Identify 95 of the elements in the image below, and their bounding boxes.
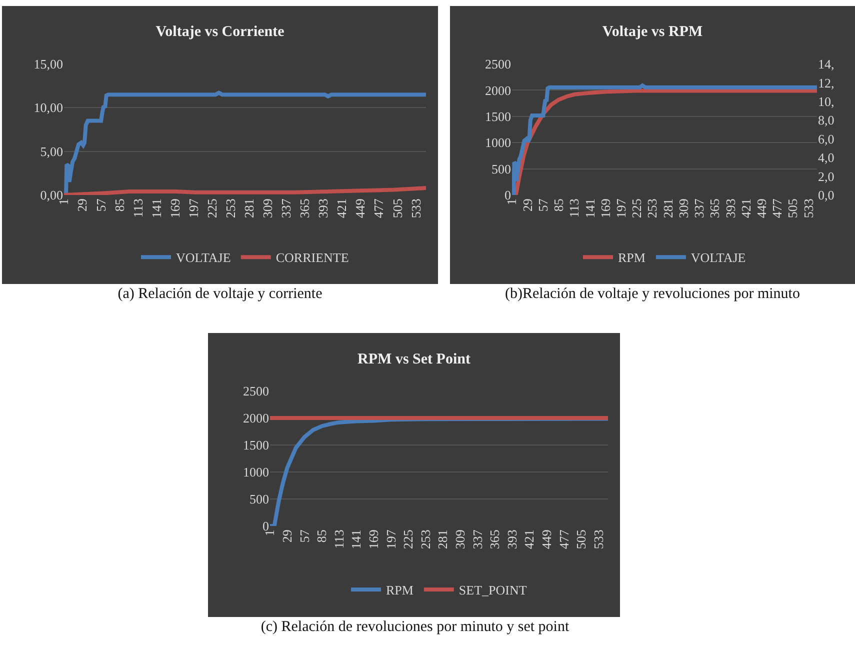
y-tick-label: 2000 [485,82,511,98]
y2-tick-label: 14, [818,56,834,72]
x-tick-label: 113 [566,198,582,218]
x-tick-label: 29 [280,530,295,543]
x-tick-label: 253 [222,198,238,218]
x-tick-label: 337 [278,198,294,218]
x-tick-label: 449 [754,198,770,218]
x-tick-label: 197 [614,198,629,218]
line-series [64,90,426,195]
x-tick-label: 85 [551,198,566,212]
x-tick-label: 197 [186,198,201,218]
x-tick-label: 253 [418,530,433,550]
text: (c) Relación de revoluciones por minuto y set point [260,619,570,636]
y-tick-label: 15,00 [34,56,63,72]
y-tick-label: 1500 [243,438,269,453]
x-tick-label: 85 [112,198,127,212]
legend-label: RPM [618,250,646,266]
y-tick-label: 5,00 [40,144,63,159]
y2-tick-label: 6,0 [818,131,834,146]
x-tick-label: 337 [470,529,485,550]
x-tick-label: 533 [408,198,424,218]
y2-tick-label: 8,0 [818,112,834,128]
x-tick-label: 29 [74,198,90,212]
legend-label: CORRIENTE [276,250,349,266]
x-tick-label: 29 [520,198,535,212]
x-tick-label: 225 [400,530,416,550]
y2-tick-label: 0,0 [818,188,834,203]
x-tick-label: 253 [644,198,660,218]
x-tick-label: 281 [242,198,257,218]
x-tick-label: 1 [56,198,72,206]
x-tick-label: 169 [366,530,382,550]
legend-label: SET_POINT [458,582,527,598]
x-tick-label: 421 [738,198,754,218]
x-tick-label: 281 [660,198,676,218]
y-tick-label: 1000 [485,135,511,150]
x-tick-label: 309 [260,198,276,218]
x-tick-label: 225 [204,198,220,218]
y-tick-label: 2500 [485,56,511,72]
x-tick-label: 57 [296,529,312,543]
y-tick-label: 10,00 [34,100,63,116]
x-tick-label: 421 [522,530,537,550]
y-tick-label: 2000 [243,410,269,426]
x-tick-label: 365 [487,530,502,550]
text: (b)Relación de voltaje y revoluciones por minuto [504,286,801,303]
y-tick-label: 1500 [485,108,511,124]
x-tick-label: 309 [452,530,468,550]
legend-label: RPM [386,582,414,598]
x-tick-label: 141 [148,198,164,218]
x-tick-label: 281 [435,530,450,550]
x-tick-label: 365 [297,198,312,218]
chart-title: Voltaje vs Corriente [156,24,285,40]
legend-label: VOLTAJE [176,250,231,266]
x-tick-label: 197 [383,529,398,550]
x-tick-label: 505 [574,530,589,550]
x-tick-label: 477 [770,198,785,218]
y-tick-label: 1000 [243,464,269,480]
x-tick-label: 393 [504,530,520,550]
legend-label: VOLTAJE [690,250,746,266]
x-tick-label: 1 [504,198,520,206]
x-tick-label: 477 [556,529,572,550]
x-tick-label: 421 [334,198,350,218]
x-tick-label: 113 [331,530,346,549]
x-tick-label: 449 [352,198,368,218]
y2-tick-label: 10, [818,94,834,109]
y-tick-label: 2500 [243,384,269,399]
x-tick-label: 393 [316,198,331,218]
x-tick-label: 85 [314,530,330,543]
x-tick-label: 365 [707,198,722,218]
y2-tick-label: 2,0 [818,168,834,184]
y-tick-label: 500 [250,492,269,507]
x-tick-label: 141 [582,198,598,218]
chart-title: Voltaje vs RPM [602,24,703,40]
x-tick-label: 141 [348,530,364,550]
x-tick-label: 533 [800,198,816,218]
x-tick-label: 505 [785,198,800,218]
x-tick-label: 449 [539,530,554,550]
chart-title: RPM vs Set Point [358,351,470,368]
x-tick-label: 225 [629,198,644,218]
x-tick-label: 113 [130,198,146,218]
x-tick-label: 505 [390,198,405,218]
text: (a) Relación de voltaje y corriente [116,286,324,303]
x-tick-label: 57 [93,198,108,212]
x-tick-label: 57 [535,198,550,212]
x-tick-label: 169 [167,198,182,218]
x-tick-label: 477 [371,198,386,218]
y2-tick-label: 4,0 [818,150,834,166]
x-tick-label: 309 [676,198,691,218]
y-tick-label: 500 [492,161,511,176]
x-tick-label: 337 [692,198,707,218]
x-tick-label: 393 [722,198,738,218]
line-series [64,186,426,195]
x-tick-label: 1 [262,530,278,536]
x-tick-label: 169 [598,198,613,218]
x-tick-label: 533 [590,530,606,550]
y2-tick-label: 12, [818,75,834,90]
